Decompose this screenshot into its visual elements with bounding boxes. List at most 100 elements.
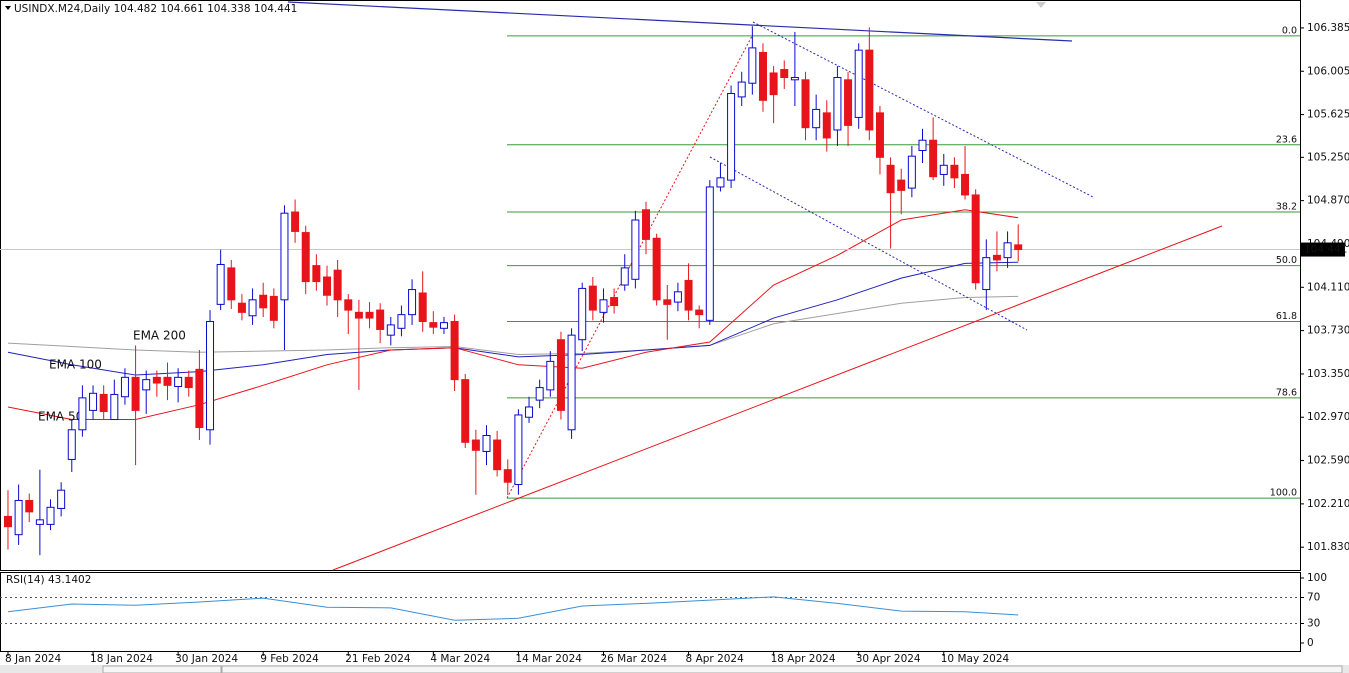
scroll-marker <box>1036 2 1046 8</box>
candle-body <box>131 376 140 411</box>
candle-body <box>206 320 215 431</box>
x-tick-label: 30 Jan 2024 <box>175 653 238 665</box>
rsi-frame <box>0 572 1301 652</box>
y-tick-label: 102.970 <box>1307 411 1349 423</box>
candle-body <box>663 299 672 305</box>
scrollbar[interactable] <box>221 665 1343 673</box>
candle-body <box>631 219 640 280</box>
candle-body <box>822 112 831 139</box>
candle-body <box>992 254 1001 261</box>
candle-body <box>801 79 810 129</box>
ema-line <box>7 209 1019 421</box>
candle-body <box>365 311 374 319</box>
candle-body <box>716 177 725 188</box>
fib-label: 38.2 <box>1276 202 1297 213</box>
ema-line <box>7 295 1019 356</box>
x-tick-label: 26 Mar 2024 <box>600 653 667 665</box>
candle-body <box>982 257 991 291</box>
fib-label: 61.8 <box>1276 311 1297 322</box>
menu-arrow <box>5 6 11 10</box>
fib-label: 0.0 <box>1282 25 1297 36</box>
candle-body <box>769 72 778 96</box>
trend-line <box>332 225 1223 571</box>
candle-body <box>35 519 44 525</box>
candle-body <box>503 469 512 483</box>
candle-body <box>737 81 746 98</box>
last-price-label: 104.441 <box>1304 244 1347 256</box>
x-tick-label: 10 May 2024 <box>941 653 1010 665</box>
candle-body <box>461 379 470 443</box>
x-tick-label: 9 Feb 2024 <box>260 653 319 665</box>
candle-body <box>322 276 331 296</box>
x-tick-label: 30 Apr 2024 <box>856 653 921 665</box>
candle-body <box>14 499 23 536</box>
close-value: 104.441 <box>254 3 297 15</box>
ema-label: EMA 100 <box>49 358 102 372</box>
x-tick-label: 8 Apr 2024 <box>686 653 745 665</box>
rsi-header: RSI(14) 43.1402 <box>6 574 91 586</box>
candle-body <box>780 69 789 79</box>
candle-body <box>227 267 236 301</box>
candle-body <box>89 392 98 411</box>
candle-body <box>152 376 161 384</box>
x-tick-label: 18 Jan 2024 <box>90 653 153 665</box>
candle-body <box>344 299 353 311</box>
candle-body <box>961 173 970 196</box>
candle-body <box>875 112 884 158</box>
candle-body <box>939 164 948 175</box>
candle-body <box>897 179 906 191</box>
tab[interactable] <box>102 665 222 673</box>
candle-body <box>163 376 172 386</box>
candle-body <box>248 299 257 317</box>
y-tick-label: 105.625 <box>1307 109 1349 121</box>
candle-body <box>3 515 12 528</box>
y-tick-label: 0 <box>1307 637 1314 649</box>
y-tick-label: 104.110 <box>1307 281 1349 293</box>
candle-body <box>525 406 534 418</box>
candle-body <box>556 339 565 411</box>
candle-body <box>929 139 938 178</box>
trend-line <box>287 1 1073 42</box>
y-tick-label: 102.590 <box>1307 455 1349 467</box>
fib-label: 78.6 <box>1276 387 1297 398</box>
candle-body <box>620 267 629 286</box>
rsi-value: 43.1402 <box>48 574 91 586</box>
fib-label: 100.0 <box>1270 488 1297 499</box>
y-tick-label: 70 <box>1307 592 1320 604</box>
candle-body <box>57 489 66 509</box>
x-tick-label: 18 Apr 2024 <box>771 653 836 665</box>
candle-body <box>216 263 225 305</box>
fib-label: 50.0 <box>1276 255 1297 266</box>
x-tick-label: 21 Feb 2024 <box>345 653 411 665</box>
candle-body <box>652 237 661 301</box>
candle-body <box>110 393 119 421</box>
candle-body <box>493 439 502 471</box>
high-value: 104.661 <box>160 3 203 15</box>
candle-body <box>812 108 821 129</box>
candle-body <box>854 49 863 118</box>
candle-body <box>376 309 385 330</box>
candle-body <box>237 302 246 313</box>
candle-body <box>333 269 342 301</box>
candle-body <box>578 287 587 341</box>
candle-body <box>758 51 767 101</box>
candle-body <box>184 376 193 389</box>
candle-body <box>727 92 736 181</box>
chart-header: USINDX.M24,Daily 104.482 104.661 104.338… <box>14 3 297 15</box>
candle-body <box>918 139 927 151</box>
candle-body <box>439 322 448 329</box>
candle-body <box>599 299 608 313</box>
candle-body <box>833 77 842 131</box>
candle-body <box>46 506 55 525</box>
fib-anchor-line <box>506 35 753 499</box>
candle-body <box>195 368 204 428</box>
candle-body <box>673 291 682 303</box>
candle-body <box>695 309 704 316</box>
candle-body <box>418 292 427 322</box>
candle-body <box>705 186 714 321</box>
candle-body <box>386 324 395 336</box>
candle-body <box>844 79 853 126</box>
candle-body <box>291 211 300 232</box>
y-tick-label: 106.385 <box>1307 22 1349 34</box>
candle-body <box>301 232 310 283</box>
